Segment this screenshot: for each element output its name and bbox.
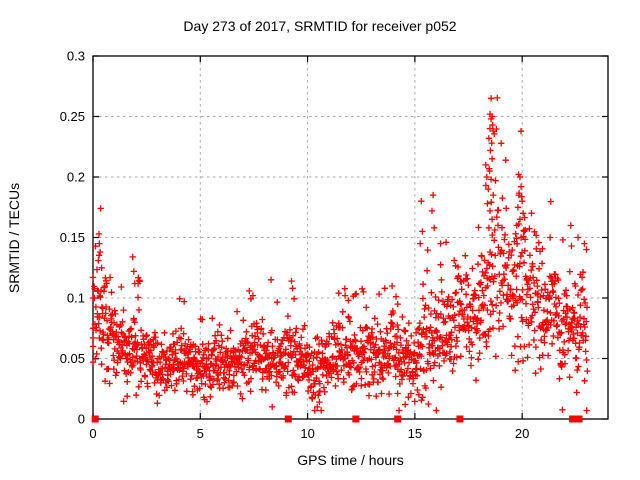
x-tick-label: 10 [300,426,314,441]
scatter-points [89,94,591,414]
zero-value-marker [456,415,464,423]
zero-value-marker [394,415,402,423]
zero-value-marker [91,415,99,423]
y-tick-label: 0.05 [60,351,85,366]
x-tick-label: 15 [408,426,422,441]
x-axis-label: GPS time / hours [297,452,404,468]
x-tick-label: 20 [515,426,529,441]
zero-value-marker [575,415,583,423]
y-tick-label: 0.25 [60,109,85,124]
y-tick-label: 0.15 [60,230,85,245]
zero-value-marker [352,415,360,423]
y-tick-label: 0.1 [67,291,85,306]
x-tick-label: 5 [197,426,204,441]
y-tick-label: 0.3 [67,49,85,64]
zero-value-marker [284,415,292,423]
x-tick-label: 0 [89,426,96,441]
chart-title: Day 273 of 2017, SRMTID for receiver p05… [183,18,457,34]
y-tick-label: 0.2 [67,170,85,185]
y-tick-label: 0 [78,412,85,427]
